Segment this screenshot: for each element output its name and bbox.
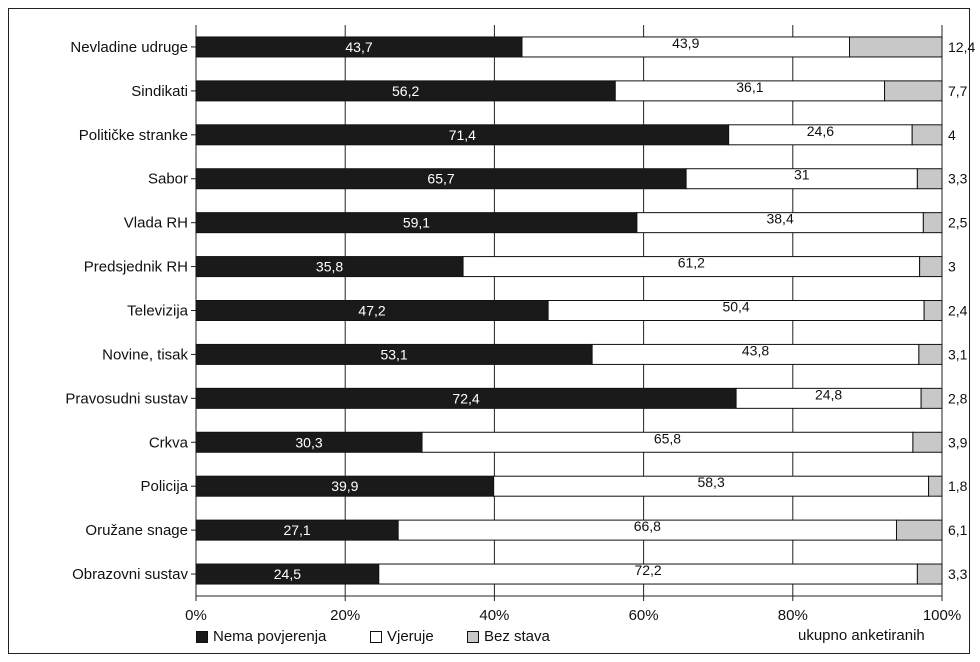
data-label-vjeruje: 24,8 — [815, 386, 842, 402]
legend-item-vjeruje: Vjeruje — [370, 628, 434, 645]
category-label-vlada-rh: Vlada RH — [124, 215, 188, 232]
data-label-vjeruje: 31 — [794, 167, 810, 183]
data-label-vjeruje: 65,8 — [654, 430, 681, 446]
bar-bez-stava-obrazovni-sustav — [916, 563, 943, 585]
data-label-nema-povjerenja: 47,2 — [358, 303, 385, 319]
legend-label-vjeruje: Vjeruje — [387, 628, 434, 645]
bar-bez-stava-vlada-rh — [922, 212, 943, 234]
data-label-nema-povjerenja: 59,1 — [403, 215, 430, 231]
legend-item-nema-povjerenja: Nema povjerenja — [196, 628, 326, 645]
category-label-politicke-stranke: Političke stranke — [79, 127, 188, 144]
data-label-bez-stava: 2,5 — [948, 215, 968, 231]
category-label-novine-tisak: Novine, tisak — [102, 346, 188, 363]
category-label-sabor: Sabor — [148, 171, 188, 188]
x-tick-label: 0% — [185, 607, 207, 624]
bar-bez-stava-politicke-stranke — [911, 124, 943, 146]
bar-bez-stava-nevladine-udruge — [848, 36, 943, 58]
data-label-vjeruje: 43,8 — [742, 342, 769, 358]
data-label-vjeruje: 61,2 — [678, 255, 705, 271]
category-label-policija: Policija — [140, 478, 188, 495]
data-label-vjeruje: 72,2 — [634, 562, 661, 578]
data-label-bez-stava: 3 — [948, 259, 956, 275]
data-label-bez-stava: 1,8 — [948, 478, 968, 494]
x-tick-label: 40% — [479, 607, 509, 624]
data-label-vjeruje: 24,6 — [807, 123, 834, 139]
legend-swatch-vjeruje — [370, 630, 382, 643]
data-label-nema-povjerenja: 71,4 — [449, 127, 476, 143]
data-label-bez-stava: 3,3 — [948, 566, 968, 582]
category-label-obrazovni-sustav: Obrazovni sustav — [72, 566, 188, 583]
bar-bez-stava-pravosudni-sustav — [920, 387, 943, 409]
data-label-nema-povjerenja: 65,7 — [427, 171, 454, 187]
total-note: ukupno anketiranih — [798, 627, 925, 644]
bar-bez-stava-policija — [928, 475, 943, 497]
bar-bez-stava-sabor — [916, 168, 943, 190]
data-label-nema-povjerenja: 56,2 — [392, 83, 419, 99]
data-label-bez-stava: 4 — [948, 127, 956, 143]
category-label-sindikati: Sindikati — [131, 83, 188, 100]
x-tick-label: 100% — [923, 607, 961, 624]
bar-bez-stava-crkva — [912, 431, 943, 453]
data-label-vjeruje: 58,3 — [697, 474, 724, 490]
legend-swatch-nema-povjerenja — [196, 630, 208, 643]
chart-frame — [8, 8, 970, 654]
bar-bez-stava-predsjednik-rh — [919, 256, 943, 278]
category-label-oruzane-snage: Oružane snage — [85, 522, 188, 539]
data-label-vjeruje: 43,9 — [672, 35, 699, 51]
category-label-pravosudni-sustav: Pravosudni sustav — [65, 390, 188, 407]
data-label-bez-stava: 2,4 — [948, 303, 968, 319]
legend-item-bez-stava: Bez stava — [467, 628, 550, 645]
data-label-nema-povjerenja: 27,1 — [283, 522, 310, 538]
x-tick-label: 80% — [778, 607, 808, 624]
legend-label-bez-stava: Bez stava — [484, 628, 550, 645]
data-label-vjeruje: 38,4 — [766, 211, 793, 227]
data-label-bez-stava: 3,3 — [948, 171, 968, 187]
data-label-nema-povjerenja: 24,5 — [274, 566, 301, 582]
data-label-nema-povjerenja: 72,4 — [452, 390, 479, 406]
data-label-bez-stava: 3,1 — [948, 346, 968, 362]
data-label-vjeruje: 50,4 — [722, 299, 749, 315]
bar-bez-stava-sindikati — [884, 80, 943, 102]
data-label-bez-stava: 12,4 — [948, 39, 975, 55]
bar-bez-stava-oruzane-snage — [895, 519, 943, 541]
data-label-nema-povjerenja: 43,7 — [345, 39, 372, 55]
legend-label-nema-povjerenja: Nema povjerenja — [213, 628, 327, 645]
data-label-bez-stava: 6,1 — [948, 522, 968, 538]
bar-bez-stava-novine-tisak — [918, 343, 943, 365]
data-label-bez-stava: 7,7 — [948, 83, 968, 99]
legend-swatch-bez-stava — [467, 630, 479, 643]
x-tick-label: 20% — [330, 607, 360, 624]
bar-bez-stava-televizija — [923, 300, 943, 321]
data-label-vjeruje: 66,8 — [634, 518, 661, 534]
data-label-vjeruje: 36,1 — [736, 79, 763, 95]
category-label-nevladine-udruge: Nevladine udruge — [70, 39, 188, 56]
data-label-nema-povjerenja: 39,9 — [331, 478, 358, 494]
data-label-nema-povjerenja: 35,8 — [316, 259, 343, 275]
category-label-televizija: Televizija — [127, 303, 189, 320]
x-tick-label: 60% — [629, 607, 659, 624]
data-label-nema-povjerenja: 30,3 — [295, 434, 322, 450]
data-label-bez-stava: 2,8 — [948, 390, 968, 406]
data-label-bez-stava: 3,9 — [948, 434, 968, 450]
category-label-predsjednik-rh: Predsjednik RH — [84, 259, 188, 276]
category-label-crkva: Crkva — [149, 434, 189, 451]
data-label-nema-povjerenja: 53,1 — [380, 346, 407, 362]
